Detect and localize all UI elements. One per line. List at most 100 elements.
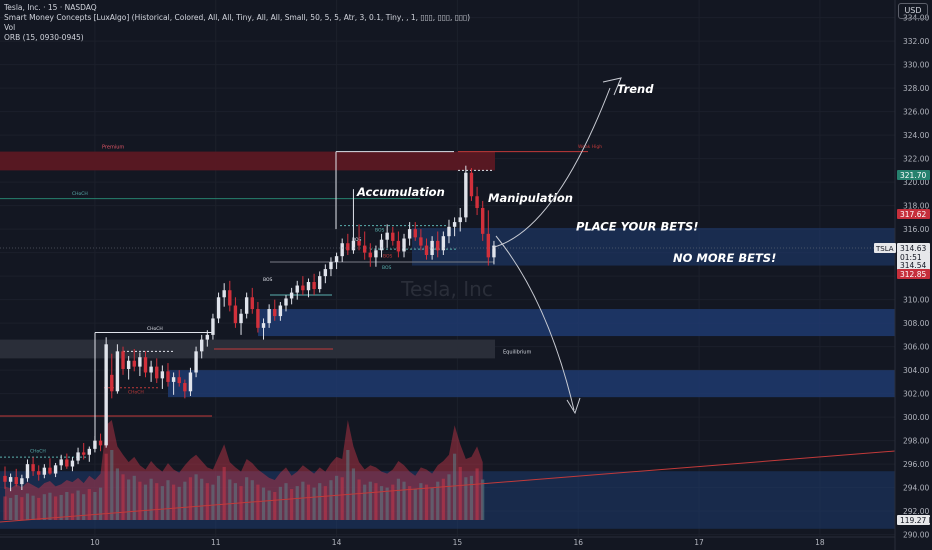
volume-bar: [149, 478, 153, 520]
structure-label: BOS: [263, 277, 273, 283]
indicator-vol-legend[interactable]: Vol: [4, 23, 16, 32]
volume-bar: [3, 496, 7, 520]
structure-label: CHoCH: [72, 191, 88, 197]
volume-bar: [14, 494, 18, 520]
candle-body: [244, 297, 249, 314]
candle-body: [273, 309, 277, 317]
structure-label: Weak High: [578, 144, 602, 150]
price-badge: [897, 260, 930, 270]
candle-body: [121, 351, 125, 369]
candle-body: [8, 477, 13, 482]
volume-bar: [278, 486, 282, 520]
volume-bar: [216, 475, 221, 520]
candle-body: [194, 351, 198, 373]
currency-button[interactable]: USD: [898, 3, 928, 19]
candle-body: [267, 309, 271, 324]
candle-body: [346, 243, 350, 251]
candle-body: [70, 460, 75, 467]
structure-label: BOS: [383, 253, 393, 259]
structure-label: CHoCH: [147, 326, 163, 332]
discount-zone-lower: [168, 370, 895, 398]
candle-body: [340, 243, 344, 257]
candle-body: [76, 452, 80, 461]
volume-bar: [374, 483, 378, 520]
candle-body: [396, 240, 401, 252]
candle-body: [362, 245, 367, 253]
candle-body: [37, 471, 41, 475]
structure-label: CHoCH: [128, 390, 144, 396]
candle-body: [211, 318, 215, 335]
price-badge: [897, 170, 930, 180]
candle-body: [306, 282, 311, 291]
candle-body: [93, 440, 97, 449]
volume-bar: [166, 480, 170, 520]
price-badge: [897, 243, 930, 253]
price-axis[interactable]: 334.00332.00330.00328.00326.00324.00322.…: [894, 0, 929, 550]
candle-body: [31, 464, 35, 472]
time-tick-label: 14: [332, 538, 342, 547]
price-badge: [897, 269, 930, 279]
candle-body: [452, 222, 457, 227]
volume-bar: [340, 477, 344, 520]
price-tick-label: 294.00: [903, 484, 929, 493]
candle-body: [424, 245, 429, 255]
price-tick-label: 324.00: [903, 131, 929, 140]
price-tick-label: 300.00: [903, 413, 929, 422]
price-tick-label: 298.00: [903, 437, 929, 446]
time-axis[interactable]: 10 11 14 15 16 17 18: [0, 536, 895, 547]
candle-body: [228, 290, 232, 306]
volume-bar: [402, 481, 406, 520]
candle-body: [441, 236, 446, 251]
structure-label: CHoCH: [30, 448, 46, 454]
annotation-text: PLACE YOUR BETS!: [576, 219, 699, 233]
candle-body: [289, 292, 294, 299]
candle-body: [87, 448, 91, 455]
price-tick-label: 310.00: [903, 296, 929, 305]
candle-body: [407, 229, 412, 239]
volume-bar: [323, 486, 327, 520]
volume-bar: [385, 487, 389, 520]
candle-body: [323, 269, 328, 277]
volume-bar: [127, 479, 131, 520]
volume-bar: [233, 483, 238, 520]
candle-body: [368, 252, 372, 258]
candle-body: [14, 477, 18, 485]
symbol-title[interactable]: Tesla, Inc. · 15 · NASDAQ: [4, 3, 97, 12]
volume-bar: [295, 486, 299, 520]
price-tick-label: 308.00: [903, 319, 929, 328]
volume-bar: [329, 480, 333, 520]
trend-arrow-head: [602, 77, 622, 96]
candle-body: [464, 172, 468, 218]
volume-bar: [379, 486, 384, 520]
candle-body: [413, 229, 417, 238]
candle-body: [138, 357, 142, 367]
price-tick-label: 318.00: [903, 202, 929, 211]
ticker-badge-label: TSLA: [875, 245, 894, 253]
volume-bar: [110, 450, 114, 520]
time-tick-label: 17: [694, 538, 704, 547]
volume-bar: [53, 496, 58, 520]
volume-bar: [469, 475, 474, 520]
volume-bar: [143, 484, 148, 520]
candle-body: [81, 452, 86, 455]
price-tick-label: 302.00: [903, 390, 929, 399]
indicator-orb-legend[interactable]: ORB (15, 0930-0945): [4, 33, 84, 42]
candle-body: [25, 464, 30, 479]
volume-bar: [31, 495, 35, 520]
volume-bar: [37, 497, 41, 520]
price-badge-label: 314.63: [900, 244, 926, 253]
annotation-text: NO MORE BETS!: [673, 251, 776, 265]
volume-bar: [48, 492, 52, 520]
candle-body: [104, 344, 108, 446]
price-tick-label: 328.00: [903, 84, 929, 93]
indicator-smc-legend[interactable]: Smart Money Concepts [LuxAlgo] (Historic…: [4, 13, 471, 22]
volume-bar: [70, 493, 75, 520]
candle-body: [233, 305, 238, 324]
price-badge-label: 321.70: [900, 171, 926, 180]
bet-zone: [412, 227, 895, 266]
candle-body: [436, 240, 440, 251]
volume-bars: [0, 420, 896, 523]
